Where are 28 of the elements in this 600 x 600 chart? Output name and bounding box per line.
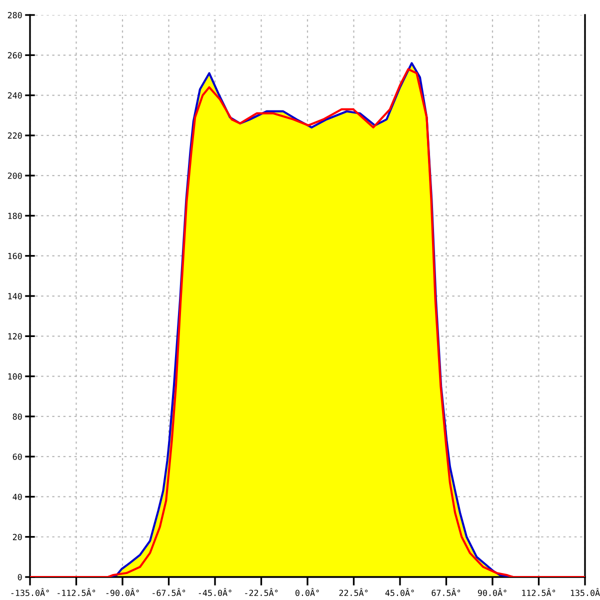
y-tick-label: 100 — [8, 373, 22, 380]
y-tick-label: 120 — [8, 333, 22, 340]
x-tick-label: 112.5Â° — [522, 588, 556, 596]
x-tick-label: 0.0Â° — [296, 588, 319, 596]
y-tick-label: 260 — [8, 52, 22, 58]
y-tick-label: 280 — [8, 12, 22, 18]
y-tick-label: 160 — [8, 252, 22, 260]
y-tick-label: 40 — [12, 494, 22, 500]
y-tick-label: 200 — [8, 172, 22, 179]
y-tick-label: 0 — [18, 574, 22, 580]
x-tick-label: 45.0Â° — [385, 588, 414, 596]
y-tick-label: 60 — [12, 454, 22, 460]
y-tick-label: 80 — [12, 413, 22, 420]
x-tick-label: 90.0Â° — [478, 588, 506, 596]
y-tick-label: 220 — [8, 132, 22, 139]
x-tick-label: -45.0Â° — [198, 588, 232, 596]
x-tick-label: -67.5Â° — [152, 588, 186, 596]
y-tick-label: 140 — [8, 293, 22, 300]
x-tick-label: -135.0Â° — [11, 588, 49, 596]
x-tick-label: -90.0Â° — [106, 588, 139, 596]
x-tick-label: -112.5Â° — [58, 588, 96, 596]
x-tick-label: -22.5Â° — [245, 588, 278, 596]
x-tick-label: 135.0Â — [570, 588, 600, 596]
x-tick-label: 67.5Â° — [432, 588, 460, 596]
y-tick-label: 240 — [8, 92, 22, 99]
y-tick-label: 20 — [12, 534, 22, 540]
x-tick-label: 22.5Â° — [339, 588, 368, 596]
y-tick-label: 180 — [8, 212, 22, 220]
